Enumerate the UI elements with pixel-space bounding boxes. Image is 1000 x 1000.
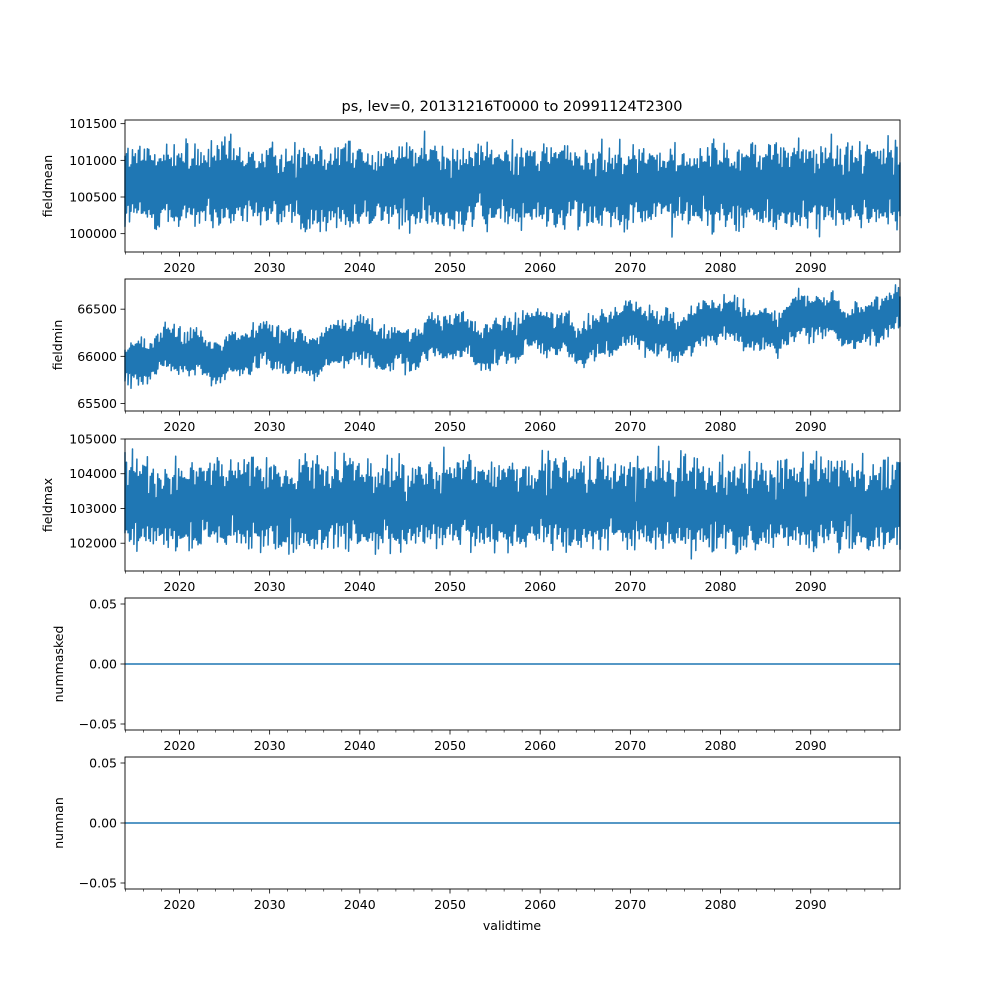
x-tick-label: 2020 — [164, 897, 196, 912]
y-tick-label: 65500 — [77, 396, 117, 411]
x-tick-label: 2020 — [164, 260, 196, 275]
y-tick-label: 103000 — [69, 501, 117, 516]
y-tick-label: 0.05 — [89, 597, 117, 612]
y-tick-label: 104000 — [69, 466, 117, 481]
x-tick-label: 2070 — [614, 579, 646, 594]
x-tick-label: 2050 — [434, 579, 466, 594]
y-axis-label: fieldmax — [40, 478, 55, 532]
y-tick-label: 100000 — [69, 226, 117, 241]
axes-frame — [124, 119, 901, 253]
x-tick-label: 2080 — [705, 579, 737, 594]
y-tick-label: −0.05 — [79, 876, 117, 891]
x-tick-label: 2090 — [795, 419, 827, 434]
y-axis-label: numnan — [51, 797, 66, 849]
series-line-fieldmax — [124, 445, 901, 560]
x-tick-label: 2040 — [344, 897, 376, 912]
x-tick-label: 2050 — [434, 897, 466, 912]
y-tick-label: 102000 — [69, 536, 117, 551]
x-tick-label: 2090 — [795, 897, 827, 912]
x-tick-label: 2080 — [705, 260, 737, 275]
y-tick-label: 100500 — [69, 190, 117, 205]
x-tick-label: 2080 — [705, 419, 737, 434]
y-axis-label: fieldmin — [50, 320, 65, 371]
x-tick-label: 2020 — [164, 738, 196, 753]
x-tick-label: 2040 — [344, 579, 376, 594]
x-tick-label: 2060 — [524, 579, 556, 594]
y-axis-label: fieldmean — [40, 155, 55, 217]
x-tick-label: 2030 — [254, 579, 286, 594]
y-tick-label: 66500 — [77, 302, 117, 317]
x-tick-label: 2040 — [344, 738, 376, 753]
x-tick-label: 2060 — [524, 260, 556, 275]
y-tick-label: −0.05 — [79, 717, 117, 732]
x-tick-label: 2090 — [795, 738, 827, 753]
x-tick-label: 2050 — [434, 738, 466, 753]
subplot-fieldmean: 2020 2030 2040 2050 2060 2070 2080 2090 100000 10… — [40, 116, 901, 275]
x-tick-label: 2030 — [254, 260, 286, 275]
x-tick-label: 2060 — [524, 738, 556, 753]
x-tick-label: 2040 — [344, 419, 376, 434]
x-tick-label: 2050 — [434, 419, 466, 434]
x-axis-label: validtime — [483, 918, 541, 933]
x-tick-label: 2050 — [434, 260, 466, 275]
subplot-fieldmin: 2020 2030 2040 2050 2060 2070 2080 2090 65500 660… — [50, 278, 901, 434]
x-tick-label: 2080 — [705, 897, 737, 912]
subplot-nummasked: 2020 2030 2040 2050 2060 2070 2080 2090 −0.05 0.0… — [51, 597, 901, 753]
x-tick-label: 2060 — [524, 897, 556, 912]
x-tick-label: 2020 — [164, 579, 196, 594]
y-tick-label: 101500 — [69, 116, 117, 131]
series-line-fieldmin — [124, 284, 901, 390]
y-tick-label: 0.05 — [89, 756, 117, 771]
y-tick-label: 101000 — [69, 153, 117, 168]
y-tick-label: 0.00 — [89, 816, 117, 831]
y-tick-label: 66000 — [77, 349, 117, 364]
panels: 2020 2030 2040 2050 2060 2070 2080 2090 100000 10… — [40, 116, 901, 912]
x-tick-label: 2030 — [254, 897, 286, 912]
x-tick-label: 2070 — [614, 738, 646, 753]
series-line-fieldmean — [124, 130, 901, 238]
x-tick-label: 2030 — [254, 738, 286, 753]
axes-frame — [124, 438, 901, 572]
figure-title: ps, lev=0, 20131216T0000 to 20991124T230… — [342, 99, 683, 115]
x-tick-label: 2030 — [254, 419, 286, 434]
x-tick-label: 2070 — [614, 897, 646, 912]
x-tick-label: 2060 — [524, 419, 556, 434]
subplot-fieldmax: 2020 2030 2040 2050 2060 2070 2080 2090 102000 10… — [40, 432, 901, 594]
x-tick-label: 2090 — [795, 579, 827, 594]
x-tick-label: 2070 — [614, 260, 646, 275]
x-tick-label: 2080 — [705, 738, 737, 753]
x-tick-label: 2040 — [344, 260, 376, 275]
x-tick-label: 2020 — [164, 419, 196, 434]
y-tick-label: 105000 — [69, 432, 117, 447]
x-tick-label: 2090 — [795, 260, 827, 275]
subplot-numnan: 2020 2030 2040 2050 2060 2070 2080 2090 −0.05 0.0… — [51, 756, 901, 912]
x-tick-label: 2070 — [614, 419, 646, 434]
y-tick-label: 0.00 — [89, 657, 117, 672]
y-axis-label: nummasked — [51, 626, 66, 703]
axes-frame — [124, 278, 901, 412]
